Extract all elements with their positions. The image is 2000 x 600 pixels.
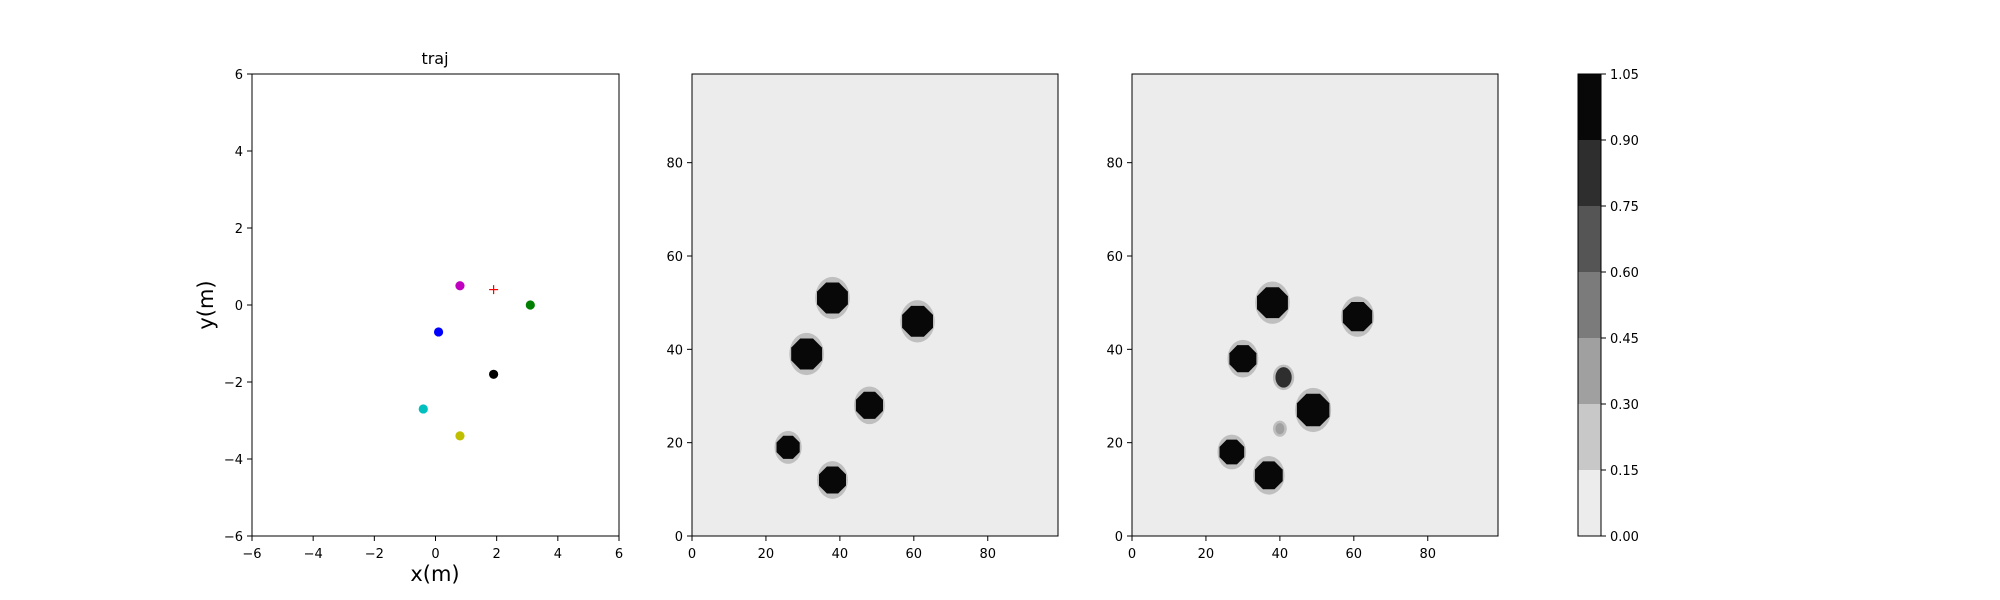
colorbar-band — [1578, 470, 1601, 536]
trajectory-x-tick-label: 6 — [615, 547, 623, 562]
colorbar-tick-label: 0.90 — [1610, 134, 1639, 149]
map2-obstacle-blob — [1340, 296, 1375, 337]
map1-obstacle-blob — [817, 461, 848, 499]
map1-obstacle-blob — [900, 300, 935, 343]
heatmap-2-axes-frame — [1131, 73, 1499, 537]
colorbar-tick-label: 0.30 — [1610, 398, 1639, 413]
map2-y-tick-label: 60 — [1106, 250, 1123, 265]
colorbar-band — [1578, 338, 1601, 404]
trajectory-x-tick-label: 4 — [554, 547, 562, 562]
trajectory-y-tick-label: 6 — [235, 68, 243, 83]
trajectory-axes-frame — [251, 73, 620, 537]
scatter-point — [525, 300, 535, 310]
trajectory-title: traj — [421, 49, 448, 68]
colorbar: 0.00 0.15 0.30 0.45 0.60 0.75 0.90 1.05 — [1577, 68, 1639, 545]
map1-y-tick-label: 20 — [666, 437, 683, 452]
map1-x-tick-label: 60 — [906, 547, 923, 562]
map1-obstacle-blob — [774, 430, 802, 464]
colorbar-tick-label: 0.60 — [1610, 266, 1639, 281]
trajectory-y-tick-label: −2 — [224, 376, 243, 391]
map1-x-tick-label: 0 — [688, 547, 696, 562]
colorbar-band — [1578, 140, 1601, 206]
scatter-point — [455, 281, 465, 291]
map2-obstacle-blob — [1255, 281, 1290, 324]
trajectory-x-tick-label: −2 — [365, 547, 384, 562]
colorbar-tick-label: 0.15 — [1610, 464, 1639, 479]
heatmap-1-axes-frame — [691, 73, 1059, 537]
x-axis-label: x(m) — [410, 562, 459, 586]
map2-y-tick-label: 0 — [1115, 530, 1123, 545]
map1-obstacle-blob — [854, 386, 885, 425]
map2-obstacle-blob — [1217, 434, 1247, 470]
heatmap-1: 0 20 40 60 80 0 20 40 60 80 — [666, 73, 1059, 562]
colorbar-frame — [1577, 73, 1602, 537]
heatmap-2: 0 20 40 60 80 0 20 40 60 80 — [1106, 73, 1499, 562]
map1-x-tick-label: 20 — [758, 547, 775, 562]
map2-obstacle-blob — [1272, 420, 1287, 437]
map2-obstacle-blob — [1252, 456, 1285, 495]
heatmap-1-background — [692, 74, 1058, 536]
trajectory-y-tick-label: 0 — [235, 299, 243, 314]
trajectory-x-tick-label: 0 — [431, 547, 439, 562]
trajectory-x-tick-label: −4 — [304, 547, 323, 562]
scatter-point — [489, 369, 499, 379]
map2-x-tick-label: 20 — [1198, 547, 1215, 562]
trajectory-y-tick-label: −4 — [224, 453, 243, 468]
map1-obstacle-blob — [789, 332, 824, 376]
colorbar-tick-label: 0.00 — [1610, 530, 1639, 545]
map2-obstacle-blob — [1272, 364, 1295, 391]
colorbar-band — [1578, 206, 1601, 272]
trajectory-y-tick-label: 4 — [235, 145, 243, 160]
map2-y-tick-label: 20 — [1106, 437, 1123, 452]
colorbar-tick-label: 0.45 — [1610, 332, 1639, 347]
map1-x-tick-label: 80 — [979, 547, 996, 562]
map1-y-tick-label: 0 — [675, 530, 683, 545]
colorbar-tick-label: 1.05 — [1610, 68, 1639, 83]
trajectory-y-tick-label: −6 — [224, 530, 243, 545]
map1-y-tick-label: 60 — [666, 250, 683, 265]
map2-y-tick-label: 40 — [1106, 343, 1123, 358]
map2-obstacle-blob — [1295, 387, 1332, 433]
map1-y-tick-label: 80 — [666, 157, 683, 172]
map1-obstacle-blob — [815, 276, 850, 320]
map2-x-tick-label: 60 — [1346, 547, 1363, 562]
trajectory-x-tick-label: −6 — [242, 547, 261, 562]
trajectory-y-tick-label: 2 — [235, 222, 243, 237]
scatter-point-goal — [489, 285, 499, 295]
map2-x-tick-label: 40 — [1272, 547, 1289, 562]
scatter-point — [418, 404, 428, 414]
map1-y-tick-label: 40 — [666, 343, 683, 358]
trajectory-x-tick-label: 2 — [493, 547, 501, 562]
scatter-point — [433, 327, 444, 337]
map2-x-tick-label: 0 — [1128, 547, 1136, 562]
scatter-point — [455, 431, 465, 441]
colorbar-band — [1578, 404, 1601, 470]
y-axis-label: y(m) — [194, 280, 218, 329]
heatmap-2-background — [1132, 74, 1498, 536]
map2-obstacle-blob — [1227, 339, 1259, 378]
trajectory-plot: traj −6 −4 −2 0 2 4 6 −6 −4 −2 0 2 4 6 x(m) y(m) — [194, 49, 623, 586]
colorbar-band — [1578, 272, 1601, 338]
colorbar-tick-label: 0.75 — [1610, 200, 1639, 215]
map2-y-tick-label: 80 — [1106, 157, 1123, 172]
map2-x-tick-label: 80 — [1419, 547, 1436, 562]
map1-x-tick-label: 40 — [832, 547, 849, 562]
colorbar-band — [1578, 74, 1601, 140]
